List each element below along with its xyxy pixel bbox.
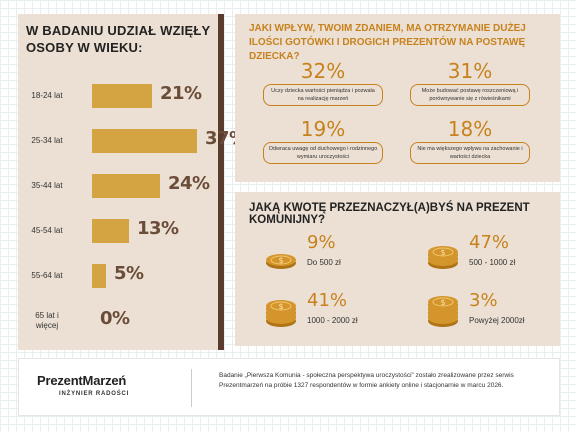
svg-text:$: $ [440,248,445,257]
influence-item: 18% Nie ma większego wpływu na zachowani… [410,118,530,164]
svg-text:$: $ [440,298,445,307]
age-row: 45-54 lat 13% [18,211,218,251]
age-row: 65 lat i więcej 0% [18,301,218,341]
age-value-label: 21% [160,83,202,104]
amount-item: $ 47% 500 - 1000 zł [423,232,573,272]
footer: PrezentMarzeń INŻYNIER RADOŚCI Badanie „… [18,358,560,416]
influence-pct: 32% [300,59,346,83]
svg-text:$: $ [278,256,283,265]
age-value-label: 0% [100,308,130,329]
coin-stack-icon: $ [428,246,458,269]
logo-name: PrezentMarzeń [37,373,127,388]
age-bar [92,84,152,108]
svg-text:$: $ [278,302,283,311]
age-category-label: 55-64 lat [31,271,63,280]
footer-divider [191,369,192,407]
amount-panel: JAKĄ KWOTĘ PRZEZNACZYŁ(A)BYŚ NA PREZENT … [235,192,560,346]
amount-range: Do 500 zł [307,258,341,267]
amount-pct: 47% [469,232,510,253]
coin-stack-icon: $ [428,296,458,327]
age-row: 55-64 lat 5% [18,256,218,296]
influence-item: 32% Uczy dziecka wartości pieniądza i po… [263,60,383,106]
age-bar [92,219,129,243]
influence-pct: 18% [447,117,493,141]
influence-text: Odwraca uwagę od duchowego i rodzinnego … [263,142,383,164]
amount-item: $ 9% Do 500 zł [261,232,411,272]
age-chart-title: W BADANIU UDZIAŁ WZIĘŁY OSOBY W WIEKU: [26,23,211,55]
amount-pct: 41% [307,290,348,311]
age-category-label: 18-24 lat [31,91,63,100]
influence-text: Nie ma większego wpływu na zachowanie i … [410,142,530,164]
influence-title: JAKI WPŁYW, TWOIM ZDANIEM, MA OTRZYMANIE… [249,23,526,62]
amount-item: $ 3% Powyżej 2000zł [423,290,573,330]
influence-pct: 19% [300,117,346,141]
influence-item: 19% Odwraca uwagę od duchowego i rodzinn… [263,118,383,164]
age-category-label: 45-54 lat [31,226,63,235]
influence-item: 31% Może budować postawę roszczeniową i … [410,60,530,106]
logo-tagline: INŻYNIER RADOŚCI [59,391,130,397]
amount-title: JAKĄ KWOTĘ PRZEZNACZYŁ(A)BYŚ NA PREZENT … [249,202,530,226]
age-category-label: 65 lat i więcej [35,311,59,330]
age-value-label: 24% [168,173,210,194]
amount-range: 1000 - 2000 zł [307,316,358,325]
age-row: 25-34 lat 37% [18,121,247,161]
influence-panel: JAKI WPŁYW, TWOIM ZDANIEM, MA OTRZYMANIE… [235,14,560,182]
survey-note: Badanie „Pierwsza Komunia - społeczna pe… [219,372,514,389]
influence-text: Uczy dziecka wartości pieniądza i pozwal… [263,84,383,106]
age-row: 18-24 lat 21% [18,76,218,116]
age-bar [92,129,197,153]
amount-pct: 3% [469,290,498,311]
age-panel: W BADANIU UDZIAŁ WZIĘŁY OSOBY W WIEKU: 1… [18,14,247,350]
influence-text: Może budować postawę roszczeniową i poró… [410,84,530,106]
coin-stack-icon: $ [266,254,296,269]
age-category-label: 35-44 lat [31,181,63,190]
age-value-label: 13% [137,218,179,239]
amount-range: Powyżej 2000zł [469,316,525,325]
amount-range: 500 - 1000 zł [469,258,516,267]
amount-item: $ 41% 1000 - 2000 zł [261,290,411,330]
age-bar [92,264,106,288]
age-bar [92,174,160,198]
amount-pct: 9% [307,232,336,253]
influence-pct: 31% [447,59,493,83]
age-value-label: 5% [114,263,144,284]
coin-stack-icon: $ [266,300,296,327]
age-category-label: 25-34 lat [31,136,63,145]
age-row: 35-44 lat 24% [18,166,218,206]
